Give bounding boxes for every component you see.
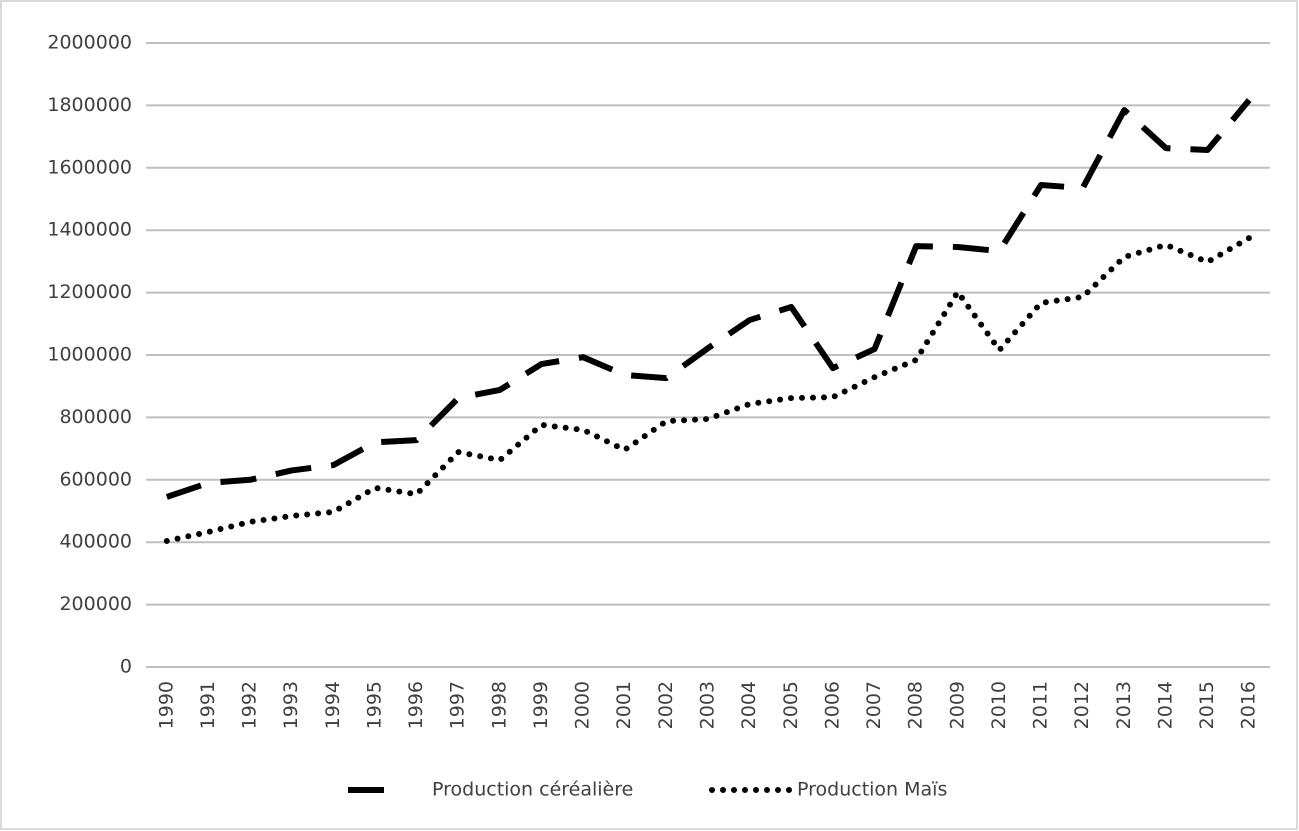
y-tick-label: 1200000 bbox=[47, 281, 132, 303]
x-tick-label: 2001 bbox=[613, 681, 635, 729]
series-line bbox=[163, 235, 1253, 544]
x-tick-label: 1994 bbox=[322, 681, 344, 729]
y-tick-label: 1000000 bbox=[47, 344, 132, 366]
x-tick-label: 2012 bbox=[1071, 681, 1093, 729]
y-tick-label: 0 bbox=[120, 656, 132, 678]
x-tick-label: 2000 bbox=[572, 681, 594, 729]
x-tick-label: 1997 bbox=[447, 681, 469, 729]
x-tick-label: 2002 bbox=[655, 681, 677, 729]
x-tick-label: 1990 bbox=[155, 681, 177, 729]
x-tick-label: 1992 bbox=[239, 681, 261, 729]
x-tick-label: 1996 bbox=[405, 681, 427, 729]
x-tick-label: 2013 bbox=[1113, 681, 1135, 729]
x-tick-label: 2005 bbox=[780, 681, 802, 729]
x-tick-label: 2011 bbox=[1030, 681, 1052, 729]
x-tick-label: 2014 bbox=[1154, 681, 1176, 729]
x-tick-label: 2009 bbox=[946, 681, 968, 729]
x-tick-label: 2003 bbox=[697, 681, 719, 729]
y-tick-label: 200000 bbox=[59, 593, 132, 615]
legend-label: Production céréalière bbox=[432, 779, 633, 801]
y-tick-label: 1800000 bbox=[47, 94, 132, 116]
y-tick-label: 600000 bbox=[59, 468, 132, 490]
x-tick-label: 2008 bbox=[905, 681, 927, 729]
x-tick-label: 1999 bbox=[530, 681, 552, 729]
x-tick-label: 1998 bbox=[488, 681, 510, 729]
y-tick-label: 800000 bbox=[59, 406, 132, 428]
y-tick-label: 400000 bbox=[59, 531, 132, 553]
x-tick-label: 2015 bbox=[1196, 681, 1218, 729]
series-line bbox=[165, 98, 1252, 500]
x-tick-label: 1995 bbox=[363, 681, 385, 729]
y-tick-label: 2000000 bbox=[47, 32, 132, 54]
x-tick-label: 2010 bbox=[988, 681, 1010, 729]
y-tick-label: 1400000 bbox=[47, 219, 132, 241]
x-tick-label: 1993 bbox=[280, 681, 302, 729]
y-tick-label: 1600000 bbox=[47, 156, 132, 178]
x-tick-label: 2006 bbox=[821, 681, 843, 729]
x-tick-label: 1991 bbox=[197, 681, 219, 729]
x-tick-label: 2016 bbox=[1238, 681, 1260, 729]
x-tick-label: 2004 bbox=[738, 681, 760, 729]
legend-label: Production Maïs bbox=[797, 779, 947, 801]
x-tick-label: 2007 bbox=[863, 681, 885, 729]
